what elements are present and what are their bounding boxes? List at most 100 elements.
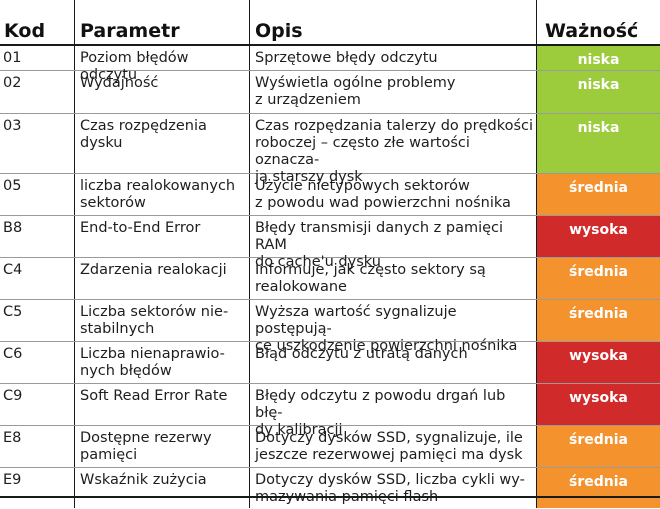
code-text: B8 [3,220,23,236]
table-row: B8 End-to-End Error Błędy transmisji dan… [0,216,660,270]
table-row: C9 Soft Read Error Rate Błędy odczytu z … [0,384,660,438]
importance-text: średnia [569,180,628,196]
cell-parameter: Liczba sektorów nie- stabilnych [74,300,249,341]
cell-code: C9 [0,384,74,425]
description-text: Informuje, jak często sektory są realoko… [255,262,486,295]
cell-description: Sprzętowe błędy odczytu [249,46,536,70]
importance-badge: niska [536,114,660,173]
code-text: E8 [3,430,22,446]
cell-code: C6 [0,342,74,383]
cell-code: 01 [0,46,74,70]
cell-description: Wyświetla ogólne problemy z urządzeniem [249,71,536,113]
description-text: Czas rozpędzania talerzy do prędkości ro… [255,118,534,185]
parameter-text: Zdarzenia realokacji [80,262,227,278]
header-parameter: Parametr [74,0,249,44]
cell-code: E9 [0,468,74,508]
importance-text: średnia [569,306,628,322]
table-row: 01 Poziom błędów odczytu Sprzętowe błędy… [0,46,660,83]
parameter-text: Dostępne rezerwy pamięci [80,430,212,463]
description-text: Dotyczy dysków SSD, liczba cykli wy- maz… [255,472,525,505]
cell-parameter: End-to-End Error [74,216,249,257]
cell-parameter: Zdarzenia realokacji [74,258,249,299]
importance-text: wysoka [569,390,628,406]
description-text: Użycie nietypowych sektorów z powodu wad… [255,178,511,211]
importance-text: niska [577,52,620,68]
cell-code: 02 [0,71,74,113]
importance-badge: wysoka [536,342,660,383]
cell-parameter: Liczba nienaprawio- nych błędów [74,342,249,383]
importance-badge: niska [536,71,660,113]
parameter-text: Wskaźnik zużycia [80,472,207,488]
importance-badge: niska [536,46,660,70]
code-text: 05 [3,178,22,194]
parameter-text: Czas rozpędzenia dysku [80,118,207,151]
table-row: E8 Dostępne rezerwy pamięci Dotyczy dysk… [0,426,660,468]
cell-code: B8 [0,216,74,257]
importance-badge: średnia [536,468,660,508]
importance-text: średnia [569,264,628,280]
code-text: 02 [3,75,22,91]
importance-text: średnia [569,432,628,448]
code-text: 03 [3,118,22,134]
description-text: Sprzętowe błędy odczytu [255,50,438,66]
description-text: Dotyczy dysków SSD, sygnalizuje, ile jes… [255,430,523,463]
description-text: Wyższa wartość sygnalizuje postępują- ce… [255,304,518,354]
code-text: C6 [3,346,23,362]
description-text: Błędy transmisji danych z pamięci RAM do… [255,220,504,270]
code-text: C9 [3,388,23,404]
importance-badge: wysoka [536,384,660,425]
importance-text: niska [577,77,620,93]
importance-badge: średnia [536,174,660,215]
cell-parameter: Wydajność [74,71,249,113]
cell-code: 05 [0,174,74,215]
table-row: 02 Wydajność Wyświetla ogólne problemy z… [0,71,660,114]
cell-description: Informuje, jak często sektory są realoko… [249,258,536,299]
table-row: C5 Liczba sektorów nie- stabilnych Wyższ… [0,300,660,354]
table-row: C4 Zdarzenia realokacji Informuje, jak c… [0,258,660,300]
importance-text: średnia [569,474,628,490]
parameter-text: liczba realokowanych sektorów [80,178,236,211]
cell-parameter: liczba realokowanych sektorów [74,174,249,215]
parameter-text: End-to-End Error [80,220,201,236]
cell-parameter: Czas rozpędzenia dysku [74,114,249,173]
code-text: C5 [3,304,23,320]
parameter-text: Soft Read Error Rate [80,388,228,404]
description-text: Błąd odczytu z utratą danych [255,346,468,362]
table-row: 05 liczba realokowanych sektorów Użycie … [0,174,660,216]
cell-description: Błędy transmisji danych z pamięci RAM do… [249,216,536,270]
importance-badge: średnia [536,426,660,467]
code-text: 01 [3,50,22,66]
cell-parameter: Wskaźnik zużycia [74,468,249,508]
header-importance: Ważność [536,0,660,44]
importance-badge: wysoka [536,216,660,257]
table-bottom-rule [0,496,660,498]
header-code: Kod [4,20,46,42]
description-text: Wyświetla ogólne problemy z urządzeniem [255,75,456,108]
table-header-row: Kod Parametr Opis Ważność [0,0,660,46]
parameter-text: Wydajność [80,75,159,91]
cell-description: Błędy odczytu z powodu drgań lub błę- dy… [249,384,536,438]
code-text: E9 [3,472,22,488]
parameter-text: Liczba nienaprawio- nych błędów [80,346,225,379]
cell-parameter: Dostępne rezerwy pamięci [74,426,249,467]
header-description: Opis [249,0,536,44]
description-text: Błędy odczytu z powodu drgań lub błę- dy… [255,388,506,438]
cell-code: C4 [0,258,74,299]
cell-code: C5 [0,300,74,341]
importance-text: niska [577,120,620,136]
cell-code: 03 [0,114,74,173]
table-row: 03 Czas rozpędzenia dysku Czas rozpędzan… [0,114,660,185]
code-text: C4 [3,262,23,278]
cell-code: E8 [0,426,74,467]
cell-description: Wyższa wartość sygnalizuje postępują- ce… [249,300,536,354]
parameter-text: Liczba sektorów nie- stabilnych [80,304,229,337]
importance-badge: średnia [536,300,660,341]
importance-text: wysoka [569,348,628,364]
table-row: E9 Wskaźnik zużycia Dotyczy dysków SSD, … [0,468,660,508]
cell-parameter: Soft Read Error Rate [74,384,249,425]
cell-description: Czas rozpędzania talerzy do prędkości ro… [249,114,536,185]
cell-description: Użycie nietypowych sektorów z powodu wad… [249,174,536,215]
cell-parameter: Poziom błędów odczytu [74,46,249,83]
importance-text: wysoka [569,222,628,238]
